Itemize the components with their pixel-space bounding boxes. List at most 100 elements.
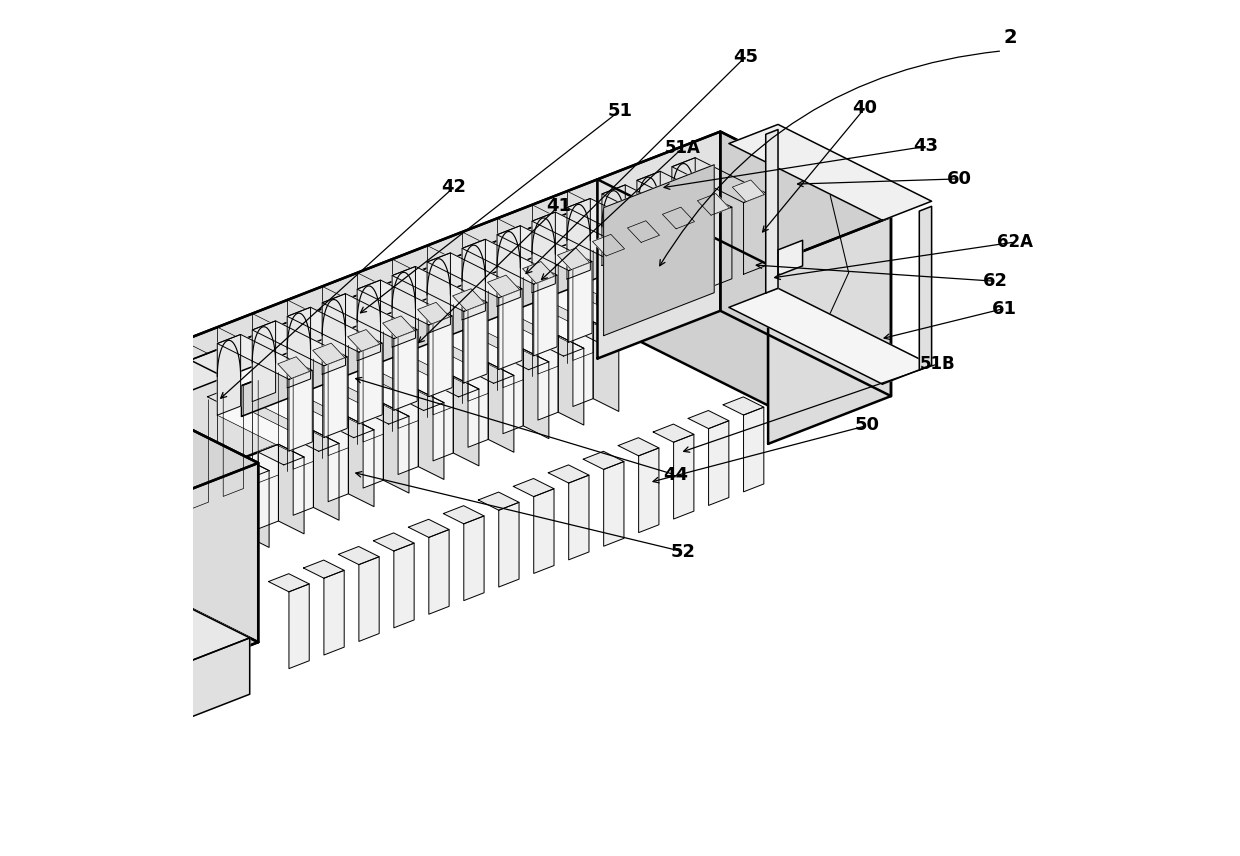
Polygon shape	[467, 363, 489, 448]
Polygon shape	[444, 506, 484, 524]
Text: 50: 50	[854, 416, 880, 435]
Polygon shape	[358, 556, 379, 641]
Polygon shape	[279, 444, 304, 534]
Text: 51B: 51B	[920, 355, 955, 373]
Polygon shape	[720, 132, 892, 396]
Text: 51A: 51A	[665, 140, 701, 158]
Polygon shape	[637, 171, 732, 217]
Polygon shape	[639, 448, 658, 532]
Polygon shape	[567, 270, 662, 315]
Polygon shape	[463, 240, 557, 284]
Polygon shape	[217, 406, 312, 451]
Polygon shape	[498, 288, 522, 370]
Polygon shape	[0, 377, 88, 621]
Polygon shape	[88, 377, 258, 642]
Polygon shape	[598, 132, 720, 359]
Polygon shape	[118, 498, 164, 520]
Polygon shape	[427, 324, 522, 370]
Polygon shape	[392, 266, 487, 312]
Polygon shape	[88, 180, 598, 519]
Polygon shape	[744, 193, 766, 274]
Polygon shape	[637, 243, 732, 288]
Polygon shape	[258, 444, 304, 465]
Polygon shape	[373, 533, 414, 551]
Polygon shape	[223, 458, 243, 543]
Polygon shape	[598, 132, 892, 265]
Polygon shape	[418, 302, 450, 324]
Polygon shape	[688, 411, 729, 429]
Polygon shape	[242, 211, 689, 416]
Polygon shape	[497, 297, 591, 342]
Polygon shape	[324, 570, 345, 655]
Polygon shape	[503, 349, 549, 370]
Polygon shape	[708, 421, 729, 505]
Polygon shape	[190, 186, 689, 386]
Polygon shape	[278, 357, 310, 378]
Polygon shape	[538, 336, 558, 420]
Polygon shape	[357, 352, 453, 396]
Polygon shape	[363, 403, 383, 488]
Polygon shape	[289, 371, 312, 451]
Polygon shape	[532, 212, 556, 293]
Polygon shape	[723, 397, 764, 415]
Polygon shape	[729, 124, 931, 220]
Polygon shape	[672, 229, 766, 274]
Polygon shape	[357, 280, 453, 325]
Polygon shape	[207, 229, 655, 405]
Polygon shape	[733, 180, 764, 202]
Polygon shape	[288, 307, 382, 352]
Polygon shape	[348, 417, 374, 507]
Polygon shape	[289, 584, 309, 669]
Polygon shape	[573, 322, 619, 342]
Polygon shape	[0, 443, 92, 707]
Polygon shape	[744, 407, 764, 492]
Polygon shape	[662, 207, 694, 229]
Polygon shape	[418, 389, 444, 479]
Polygon shape	[358, 343, 382, 424]
Polygon shape	[567, 199, 590, 279]
Polygon shape	[154, 485, 200, 506]
Polygon shape	[454, 377, 479, 466]
Polygon shape	[427, 253, 522, 298]
Polygon shape	[467, 363, 513, 383]
Polygon shape	[0, 561, 165, 660]
Polygon shape	[497, 226, 521, 306]
Polygon shape	[269, 574, 309, 591]
Polygon shape	[708, 207, 732, 288]
Ellipse shape	[0, 545, 27, 603]
Text: 62A: 62A	[997, 233, 1033, 251]
Text: 61: 61	[992, 300, 1017, 318]
Polygon shape	[154, 485, 174, 570]
Polygon shape	[777, 241, 802, 276]
Polygon shape	[569, 261, 591, 342]
Polygon shape	[463, 240, 485, 320]
Text: 42: 42	[441, 178, 466, 196]
Text: 43: 43	[913, 138, 937, 156]
Polygon shape	[498, 502, 520, 587]
Polygon shape	[697, 193, 729, 215]
Polygon shape	[293, 431, 314, 515]
Polygon shape	[252, 321, 347, 366]
Polygon shape	[304, 560, 345, 578]
Polygon shape	[188, 472, 234, 492]
Polygon shape	[768, 217, 892, 444]
Polygon shape	[394, 544, 414, 627]
Polygon shape	[573, 322, 593, 407]
Polygon shape	[567, 199, 662, 243]
Polygon shape	[513, 479, 554, 496]
Polygon shape	[322, 294, 417, 339]
Polygon shape	[429, 316, 453, 396]
Polygon shape	[363, 403, 409, 424]
Polygon shape	[174, 485, 200, 574]
Polygon shape	[558, 336, 584, 425]
Polygon shape	[601, 185, 697, 229]
Polygon shape	[593, 235, 625, 256]
Polygon shape	[427, 253, 450, 334]
Polygon shape	[433, 377, 454, 461]
Text: 51: 51	[608, 102, 632, 120]
Polygon shape	[532, 212, 627, 257]
Polygon shape	[258, 444, 279, 529]
Polygon shape	[548, 465, 589, 483]
Polygon shape	[329, 417, 374, 437]
Polygon shape	[497, 226, 591, 270]
